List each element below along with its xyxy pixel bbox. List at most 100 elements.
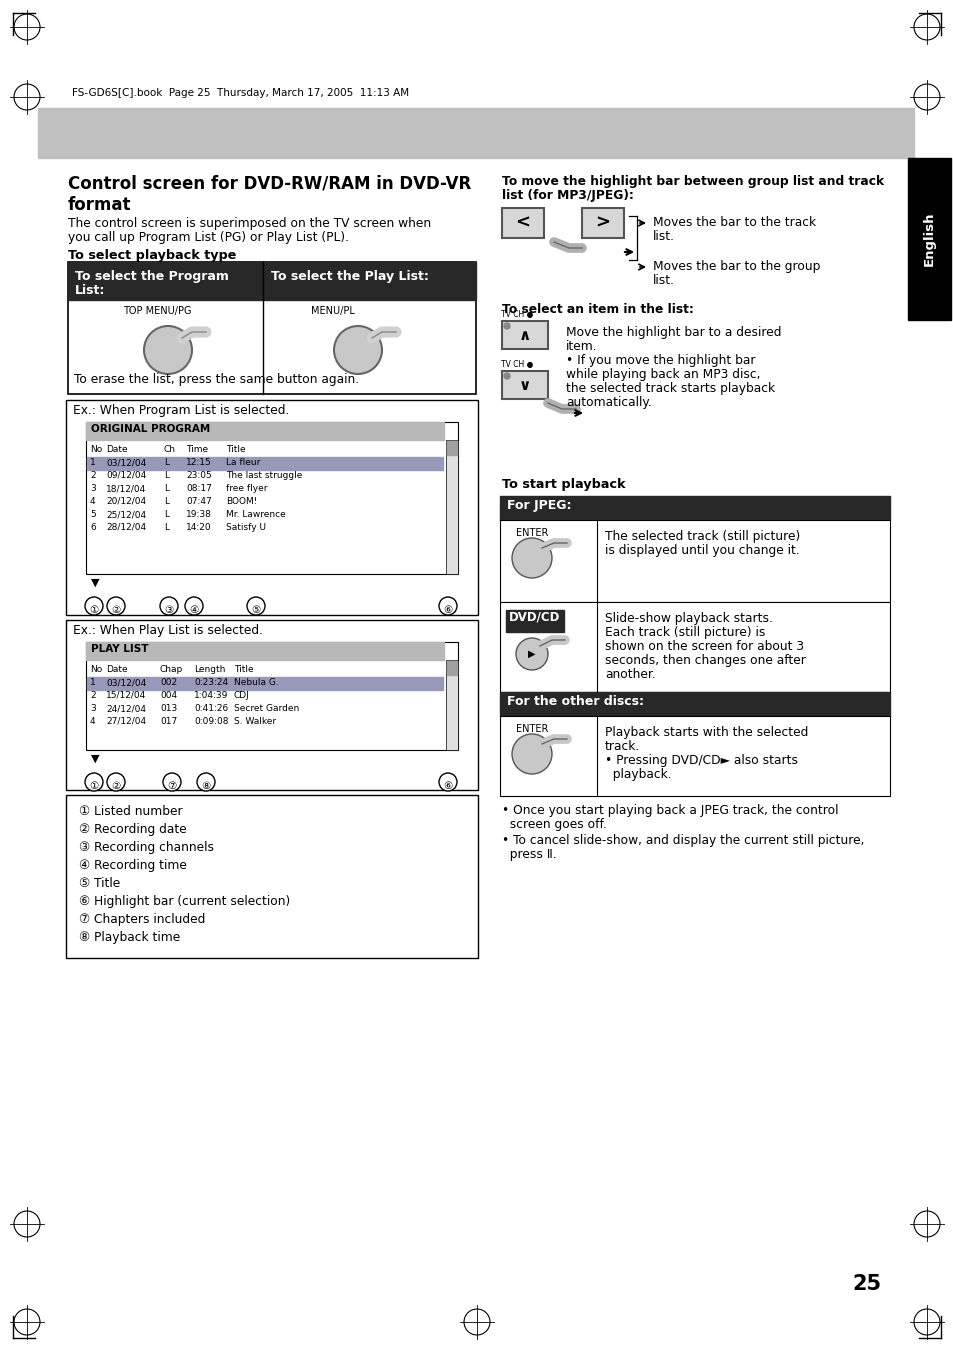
Text: 2: 2 [90,471,95,480]
Text: 2: 2 [90,690,95,700]
Circle shape [163,773,181,790]
Text: Satisfy U: Satisfy U [226,523,266,532]
Text: L: L [164,484,169,493]
Text: 24/12/04: 24/12/04 [106,704,146,713]
Text: Date: Date [106,444,128,454]
Bar [87,677,442,690]
Text: 5: 5 [90,509,95,519]
Text: ①: ① [90,781,98,790]
Text: ∧: ∧ [518,327,531,343]
Circle shape [107,597,125,615]
Bar [66,620,477,790]
Bar [86,642,457,750]
Text: 18/12/04: 18/12/04 [106,484,146,493]
Text: TV CH ●: TV CH ● [500,309,533,319]
Text: Moves the bar to the track: Moves the bar to the track [652,216,815,230]
Text: Each track (still picture) is: Each track (still picture) is [604,626,764,639]
Text: Nebula G.: Nebula G. [233,678,278,688]
Text: • Pressing DVD/CD► also starts: • Pressing DVD/CD► also starts [604,754,797,767]
Text: To start playback: To start playback [501,478,625,490]
Text: 03/12/04: 03/12/04 [106,458,146,467]
Text: 09/12/04: 09/12/04 [106,471,146,480]
Text: The selected track (still picture): The selected track (still picture) [604,530,800,543]
Text: ⑧: ⑧ [201,781,211,790]
Text: 12:15: 12:15 [186,458,212,467]
Text: L: L [164,509,169,519]
Text: To select the Program: To select the Program [75,270,229,282]
Text: 0:09:08: 0:09:08 [193,717,229,725]
Bar [86,642,443,661]
Bar [446,440,457,574]
Text: 4: 4 [90,717,95,725]
Text: • To cancel slide-show, and display the current still picture,: • To cancel slide-show, and display the … [501,834,863,847]
Text: L: L [164,458,169,467]
Text: 07:47: 07:47 [186,497,212,507]
Circle shape [160,597,178,615]
Text: list.: list. [652,230,675,243]
Text: ①: ① [78,805,90,817]
Text: • Once you start playing back a JPEG track, the control: • Once you start playing back a JPEG tra… [501,804,838,817]
Text: To select playback type: To select playback type [68,249,236,262]
Text: list.: list. [652,274,675,286]
Bar [86,422,443,440]
Text: Chapters included: Chapters included [94,913,205,925]
Text: 3: 3 [90,484,95,493]
Circle shape [85,597,103,615]
Text: 1: 1 [90,678,95,688]
Text: ⑥: ⑥ [443,781,452,790]
Text: DVD/CD: DVD/CD [509,611,560,624]
Text: Title: Title [226,444,245,454]
Text: For the other discs:: For the other discs: [506,694,643,708]
Text: Listed number: Listed number [94,805,182,817]
Circle shape [438,597,456,615]
Text: Ex.: When Play List is selected.: Ex.: When Play List is selected. [73,624,263,638]
Bar [66,794,477,958]
Text: 0:41:26: 0:41:26 [193,704,228,713]
Text: 08:17: 08:17 [186,484,212,493]
Text: 3: 3 [90,704,95,713]
Text: The control screen is superimposed on the TV screen when: The control screen is superimposed on th… [68,218,431,230]
Text: Length: Length [193,665,225,674]
Text: No: No [90,665,102,674]
Bar [499,716,889,796]
Text: 002: 002 [160,678,177,688]
Text: To select the Play List:: To select the Play List: [271,270,429,282]
Circle shape [196,773,214,790]
Text: ⑥: ⑥ [78,894,90,908]
Text: Ex.: When Program List is selected.: Ex.: When Program List is selected. [73,404,289,417]
Text: To select an item in the list:: To select an item in the list: [501,303,693,316]
Text: Title: Title [94,877,120,890]
Text: Recording channels: Recording channels [94,842,213,854]
Text: ⑦: ⑦ [78,913,90,925]
Bar [499,692,889,716]
Text: another.: another. [604,667,655,681]
Text: 27/12/04: 27/12/04 [106,717,146,725]
Text: 19:38: 19:38 [186,509,212,519]
Text: L: L [164,523,169,532]
Text: format: format [68,196,132,213]
Bar [68,262,476,394]
Bar [499,520,889,603]
Text: MENU/PL: MENU/PL [311,305,355,316]
Text: ⑥: ⑥ [443,605,452,615]
Text: Highlight bar (current selection): Highlight bar (current selection) [94,894,290,908]
Text: playback.: playback. [604,767,671,781]
Text: Secret Garden: Secret Garden [233,704,299,713]
Text: 004: 004 [160,690,177,700]
Text: To erase the list, press the same button again.: To erase the list, press the same button… [74,373,358,386]
Bar [505,611,563,632]
Text: CDJ: CDJ [233,690,250,700]
Text: seconds, then changes one after: seconds, then changes one after [604,654,805,667]
Bar [501,322,547,349]
Text: screen goes off.: screen goes off. [501,817,606,831]
Text: BOOM!: BOOM! [226,497,257,507]
Text: press Ⅱ.: press Ⅱ. [501,848,557,861]
Bar [501,208,543,238]
Text: the selected track starts playback: the selected track starts playback [565,382,774,394]
Text: ②: ② [112,781,120,790]
Bar [499,603,889,692]
Bar [447,440,456,455]
Text: ②: ② [78,823,90,836]
Text: shown on the screen for about 3: shown on the screen for about 3 [604,640,803,653]
Text: Playback time: Playback time [94,931,180,944]
